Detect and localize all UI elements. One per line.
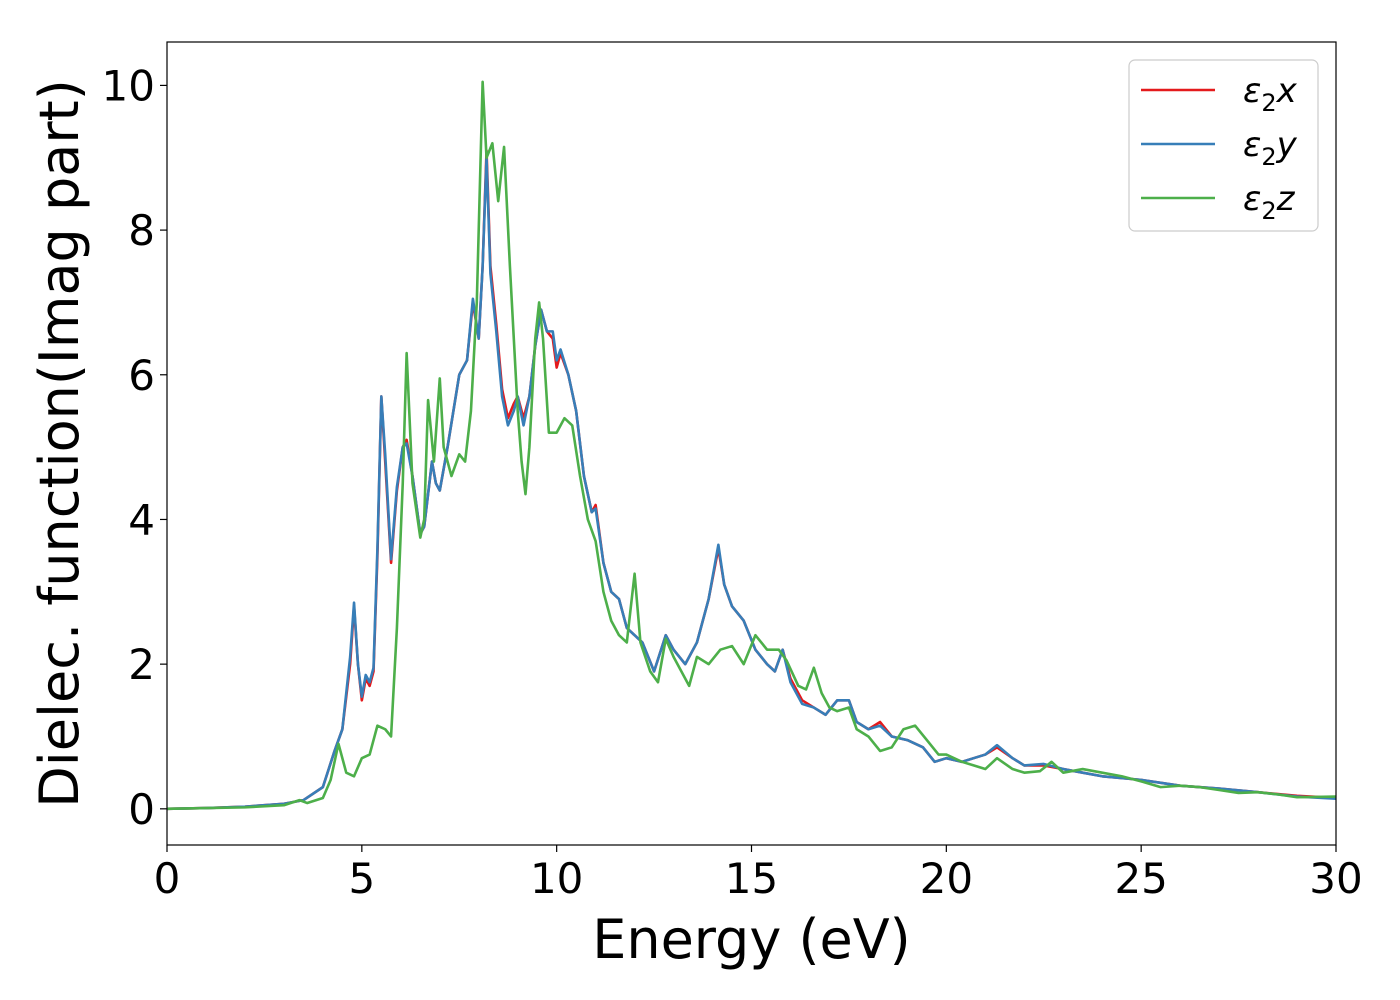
- y-axis-ticks: 0 2 4 6 8 10: [102, 61, 167, 834]
- x-tick-label: 25: [1114, 854, 1167, 903]
- legend-entry: ε2y: [1243, 125, 1298, 171]
- x-axis-ticks: 0 5 10 15 20 25 30: [154, 845, 1363, 903]
- x-tick-label: 5: [348, 854, 375, 903]
- y-tick-label: 6: [128, 351, 155, 400]
- series-line-y: [167, 156, 1336, 811]
- plot-lines: [167, 80, 1336, 811]
- x-tick-label: 10: [530, 854, 583, 903]
- series-line-z: [167, 80, 1336, 811]
- x-tick-label: 30: [1309, 854, 1362, 903]
- legend-entry: ε2x: [1243, 71, 1298, 117]
- legend-box: [1128, 59, 1319, 232]
- x-tick-label: 0: [154, 854, 181, 903]
- x-tick-label: 15: [725, 854, 778, 903]
- y-tick-label: 4: [128, 495, 155, 544]
- y-tick-label: 10: [102, 61, 155, 110]
- series-line-x: [167, 149, 1336, 811]
- x-tick-label: 20: [920, 854, 973, 903]
- y-tick-label: 2: [128, 640, 155, 689]
- legend: ε2x ε2y ε2z: [1128, 59, 1319, 232]
- y-axis-label: Dielec. function(Imag part): [28, 79, 91, 808]
- legend-entry: ε2z: [1243, 179, 1296, 225]
- y-tick-label: 8: [128, 206, 155, 255]
- y-tick-label: 0: [128, 785, 155, 834]
- x-axis-label: Energy (eV): [592, 908, 911, 971]
